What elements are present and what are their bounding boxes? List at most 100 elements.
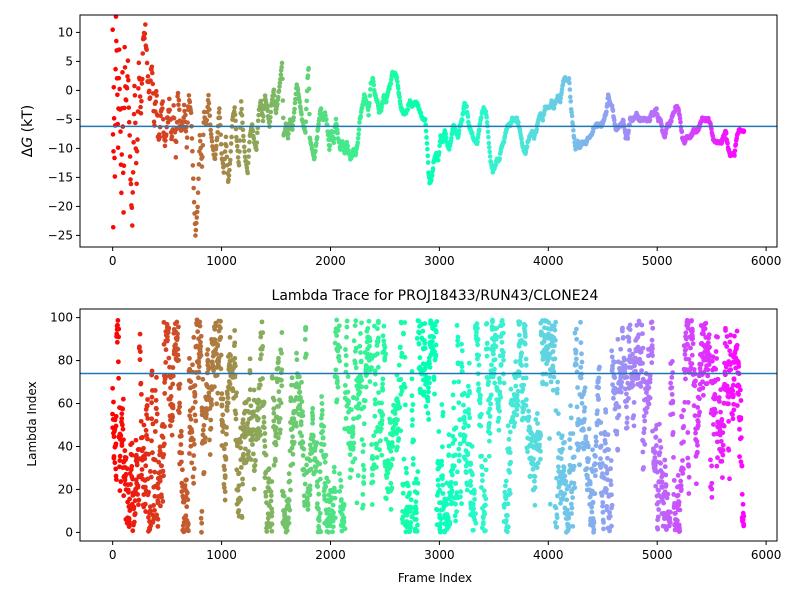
lambda-point: [631, 423, 637, 429]
lambda-point: [649, 319, 655, 325]
lambda-point: [507, 429, 513, 435]
lambda-point: [578, 319, 583, 325]
lambda-point: [413, 517, 419, 522]
lambda-point: [409, 408, 415, 413]
lambda-point: [155, 485, 161, 491]
delta-g-point: [228, 149, 234, 154]
lambda-point: [462, 456, 468, 462]
lambda-point: [691, 403, 697, 409]
lambda-point: [158, 492, 164, 498]
delta-g-point: [443, 131, 449, 137]
lambda-point: [302, 337, 308, 342]
lambda-point: [590, 447, 595, 453]
lambda-point: [457, 441, 463, 447]
lambda-point: [574, 336, 580, 342]
lambda-point: [277, 430, 283, 436]
lambda-point: [301, 466, 307, 472]
lambda-point: [600, 461, 605, 466]
lambda-point: [730, 416, 736, 422]
lambda-point: [331, 464, 337, 470]
delta-g-point: [303, 130, 308, 135]
lambda-point: [505, 513, 510, 518]
lambda-point: [496, 415, 502, 421]
lambda-point: [462, 390, 467, 396]
lambda-point: [236, 483, 242, 489]
lambda-point: [592, 452, 598, 458]
y-tick-label: −25: [48, 228, 73, 242]
lambda-point: [208, 397, 214, 403]
lambda-point: [439, 462, 445, 468]
lambda-point: [494, 325, 500, 331]
lambda-point: [650, 353, 655, 358]
lambda-point: [314, 501, 320, 507]
lambda-point: [377, 438, 383, 444]
lambda-point: [133, 452, 139, 458]
lambda-point: [523, 403, 529, 408]
lambda-point: [608, 466, 613, 472]
lambda-point: [251, 387, 257, 393]
delta-g-point: [405, 107, 411, 112]
lambda-point: [446, 453, 452, 459]
lambda-point: [119, 416, 125, 421]
delta-g-point: [246, 154, 251, 159]
delta-g-point: [151, 119, 157, 125]
lambda-point: [471, 488, 477, 494]
lambda-point: [238, 497, 244, 502]
lambda-point: [502, 489, 508, 495]
lambda-point: [145, 476, 151, 482]
lambda-point: [731, 377, 737, 382]
delta-g-point: [217, 106, 222, 111]
lambda-point: [269, 509, 275, 515]
delta-g-point: [355, 140, 361, 146]
delta-g-point: [184, 135, 190, 140]
lambda-point: [316, 518, 322, 524]
delta-g-point: [358, 113, 364, 119]
lambda-point: [319, 394, 325, 399]
lambda-point: [355, 473, 361, 479]
delta-g-point: [486, 145, 492, 150]
delta-g-point: [163, 132, 169, 137]
lambda-point: [200, 427, 206, 433]
lambda-point: [718, 438, 724, 444]
delta-g-point: [133, 120, 138, 126]
lambda-point: [646, 385, 652, 390]
lambda-point: [435, 477, 441, 483]
lambda-point: [492, 357, 498, 362]
delta-g-point: [280, 98, 286, 103]
lambda-point: [188, 416, 194, 422]
lambda-point: [711, 422, 716, 427]
delta-g-point: [625, 136, 631, 141]
lambda-point: [205, 347, 211, 352]
lambda-point: [581, 427, 586, 433]
lambda-point: [600, 509, 606, 515]
x-tick-label: 3000: [424, 254, 455, 268]
lambda-point: [411, 438, 417, 444]
lambda-point: [409, 393, 415, 399]
lambda-point: [490, 351, 496, 357]
lambda-point: [149, 400, 155, 406]
lambda-point: [276, 355, 281, 361]
lambda-point: [334, 317, 340, 323]
lambda-point: [263, 489, 268, 495]
lambda-point: [380, 381, 386, 387]
lambda-point: [593, 434, 599, 440]
lambda-axes-frame: [79, 308, 778, 542]
lambda-point: [640, 449, 646, 455]
delta-g-point: [164, 124, 169, 130]
lambda-point: [700, 385, 706, 391]
lambda-point: [657, 438, 663, 444]
lambda-point: [317, 476, 323, 482]
delta-g-point: [207, 113, 213, 119]
lambda-point: [358, 331, 363, 336]
lambda-point: [350, 424, 356, 430]
lambda-point: [655, 487, 661, 493]
lambda-point: [129, 464, 135, 469]
delta-g-point: [175, 90, 181, 96]
lambda-point: [388, 448, 394, 454]
lambda-point: [371, 433, 377, 439]
lambda-point: [517, 319, 523, 325]
lambda-point: [647, 395, 653, 401]
delta-g-point: [245, 170, 251, 176]
lambda-point: [563, 479, 569, 484]
delta-g-point: [621, 118, 626, 124]
